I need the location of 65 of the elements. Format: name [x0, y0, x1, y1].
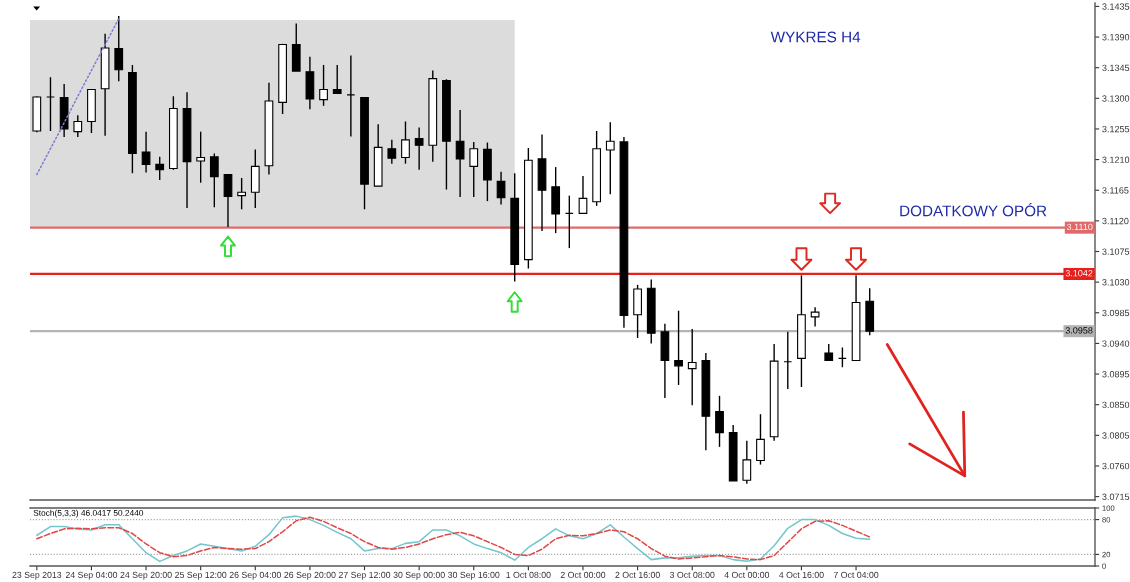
ref-line-label: 3.1110 — [1066, 223, 1093, 231]
x-tick-label: 30 Sep 00:00 — [393, 571, 445, 580]
candlestick — [73, 114, 83, 138]
x-tick-label: 7 Oct 04:00 — [833, 571, 879, 578]
y-tick-label: 3.1120 — [1102, 217, 1129, 225]
line-series — [36, 17, 120, 176]
y-tick-label: 3.0940 — [1102, 340, 1130, 347]
chart-title: Stoch(5,3,3) 46.0417 50.2440 — [33, 509, 144, 518]
y-tick-label: 3.1255 — [1102, 125, 1130, 133]
ref-line-label: 3.0958 — [1065, 327, 1093, 334]
candlestick — [810, 306, 820, 328]
y-tick-label: 3.0805 — [1102, 432, 1130, 439]
candlestick — [196, 130, 206, 184]
x-tick-label: 25 Sep 12:00 — [175, 571, 227, 580]
y-tick-label: 3.1210 — [1102, 156, 1130, 163]
x-tick-label: 27 Sep 12:00 — [338, 571, 391, 580]
text: WYKRES H4 — [770, 31, 861, 43]
candlestick — [455, 109, 465, 198]
x-tick-label: 4 Oct 00:00 — [724, 571, 770, 578]
y-tick-label: 3.1435 — [1102, 3, 1130, 10]
candlestick — [496, 171, 506, 206]
x-tick-label: 2 Oct 00:00 — [560, 571, 606, 578]
x-tick-label: 24 Sep 20:00 — [120, 571, 172, 580]
x-tick-label: 30 Sep 16:00 — [448, 571, 500, 580]
candlestick — [209, 152, 219, 208]
candlestick — [387, 139, 397, 165]
candlestick — [715, 395, 724, 448]
y-tick-label: 3.0760 — [1102, 462, 1130, 470]
annotation: DODATKOWY OPÓR — [900, 202, 1047, 217]
candlestick — [319, 64, 328, 107]
candlestick — [223, 173, 233, 228]
candlestick — [414, 126, 424, 171]
candlestick — [141, 130, 151, 174]
x-tick-label: 26 Sep 20:00 — [284, 571, 336, 580]
y-tick-label: 3.1300 — [1102, 95, 1130, 102]
y-tick-label: 3.0985 — [1102, 309, 1130, 317]
candlestick — [346, 54, 356, 138]
y-tick-label: 3.1390 — [1102, 34, 1130, 41]
candlestick — [155, 156, 165, 181]
y-tick-label: 3.1345 — [1102, 64, 1130, 72]
candlestick — [469, 141, 479, 198]
x-tick-label: 2 Oct 16:00 — [615, 571, 660, 578]
y-tick-label: 3.0895 — [1102, 371, 1130, 378]
y-tick-label: 3.1165 — [1102, 187, 1129, 194]
candlestick — [114, 15, 124, 82]
y-tick-label: 3.1030 — [1102, 279, 1130, 286]
candlestick — [742, 440, 752, 485]
y-tick-label: 3.1075 — [1102, 248, 1130, 255]
y-tick-label: 3.0850 — [1102, 401, 1130, 409]
x-tick-label: 4 Oct 16:00 — [779, 571, 824, 578]
candlestick — [237, 177, 247, 210]
x-tick-label: 1 Oct 08:00 — [506, 571, 551, 578]
candlestick — [578, 175, 588, 215]
candlestick — [687, 328, 697, 407]
x-tick-label: 24 Sep 04:00 — [65, 571, 118, 580]
candlestick — [401, 120, 410, 165]
candlestick — [674, 310, 683, 386]
ref-line-label: 3.1042 — [1065, 270, 1093, 277]
candlestick — [605, 121, 615, 196]
x-tick-label: 23 Sep 2013 — [12, 571, 62, 580]
y-tick-label: 3.0715 — [1102, 493, 1130, 500]
x-tick-label: 26 Sep 04:00 — [229, 571, 281, 580]
candlestick — [756, 413, 765, 466]
candlestick — [332, 64, 342, 95]
x-tick-label: 3 Oct 08:00 — [669, 571, 715, 578]
